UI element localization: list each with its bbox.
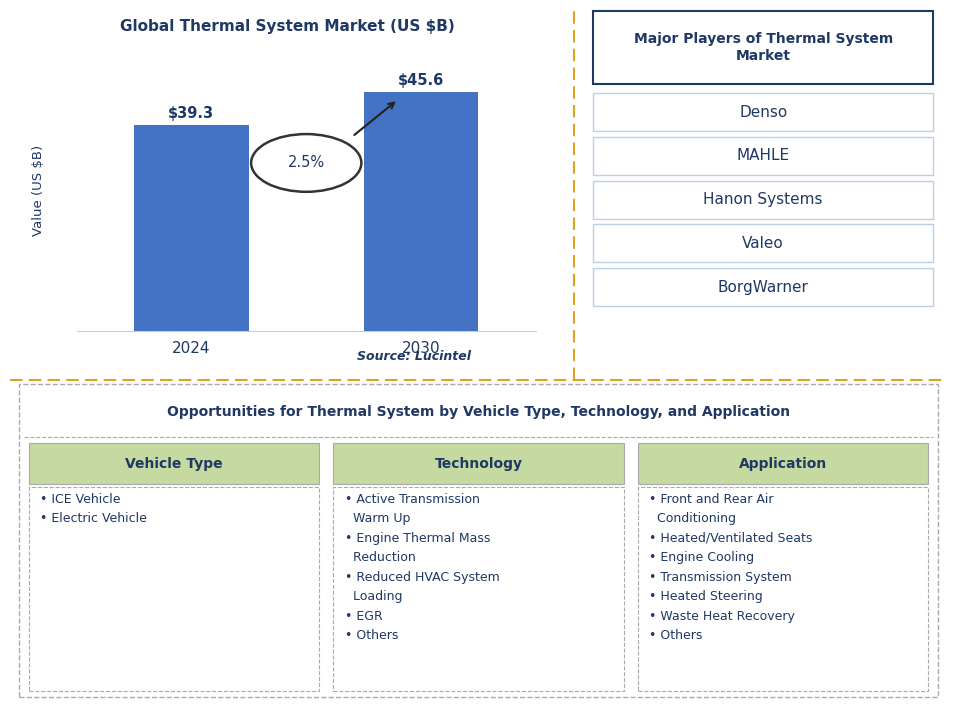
Text: Source: Lucintel: Source: Lucintel bbox=[357, 350, 471, 363]
Text: BorgWarner: BorgWarner bbox=[718, 279, 809, 294]
Text: 2.5%: 2.5% bbox=[288, 156, 324, 170]
Text: • Front and Rear Air
  Conditioning
• Heated/Ventilated Seats
• Engine Cooling
•: • Front and Rear Air Conditioning • Heat… bbox=[650, 493, 812, 642]
Text: $39.3: $39.3 bbox=[168, 106, 214, 122]
Text: Hanon Systems: Hanon Systems bbox=[703, 192, 823, 207]
Text: Value (US $B): Value (US $B) bbox=[32, 144, 45, 236]
Text: Denso: Denso bbox=[739, 105, 788, 120]
Bar bbox=[364, 92, 478, 331]
Text: Technology: Technology bbox=[434, 457, 523, 470]
Text: Opportunities for Thermal System by Vehicle Type, Technology, and Application: Opportunities for Thermal System by Vehi… bbox=[167, 405, 790, 419]
Text: • ICE Vehicle
• Electric Vehicle: • ICE Vehicle • Electric Vehicle bbox=[40, 493, 147, 525]
Text: Major Players of Thermal System
Market: Major Players of Thermal System Market bbox=[634, 32, 893, 63]
Text: MAHLE: MAHLE bbox=[737, 149, 790, 163]
Text: Application: Application bbox=[739, 457, 827, 470]
Text: Valeo: Valeo bbox=[743, 236, 784, 251]
Text: • Active Transmission
  Warm Up
• Engine Thermal Mass
  Reduction
• Reduced HVAC: • Active Transmission Warm Up • Engine T… bbox=[345, 493, 500, 642]
Bar bbox=[134, 125, 249, 331]
Text: Global Thermal System Market (US $B): Global Thermal System Market (US $B) bbox=[120, 19, 455, 34]
Text: Vehicle Type: Vehicle Type bbox=[125, 457, 223, 470]
Text: $45.6: $45.6 bbox=[398, 73, 444, 89]
